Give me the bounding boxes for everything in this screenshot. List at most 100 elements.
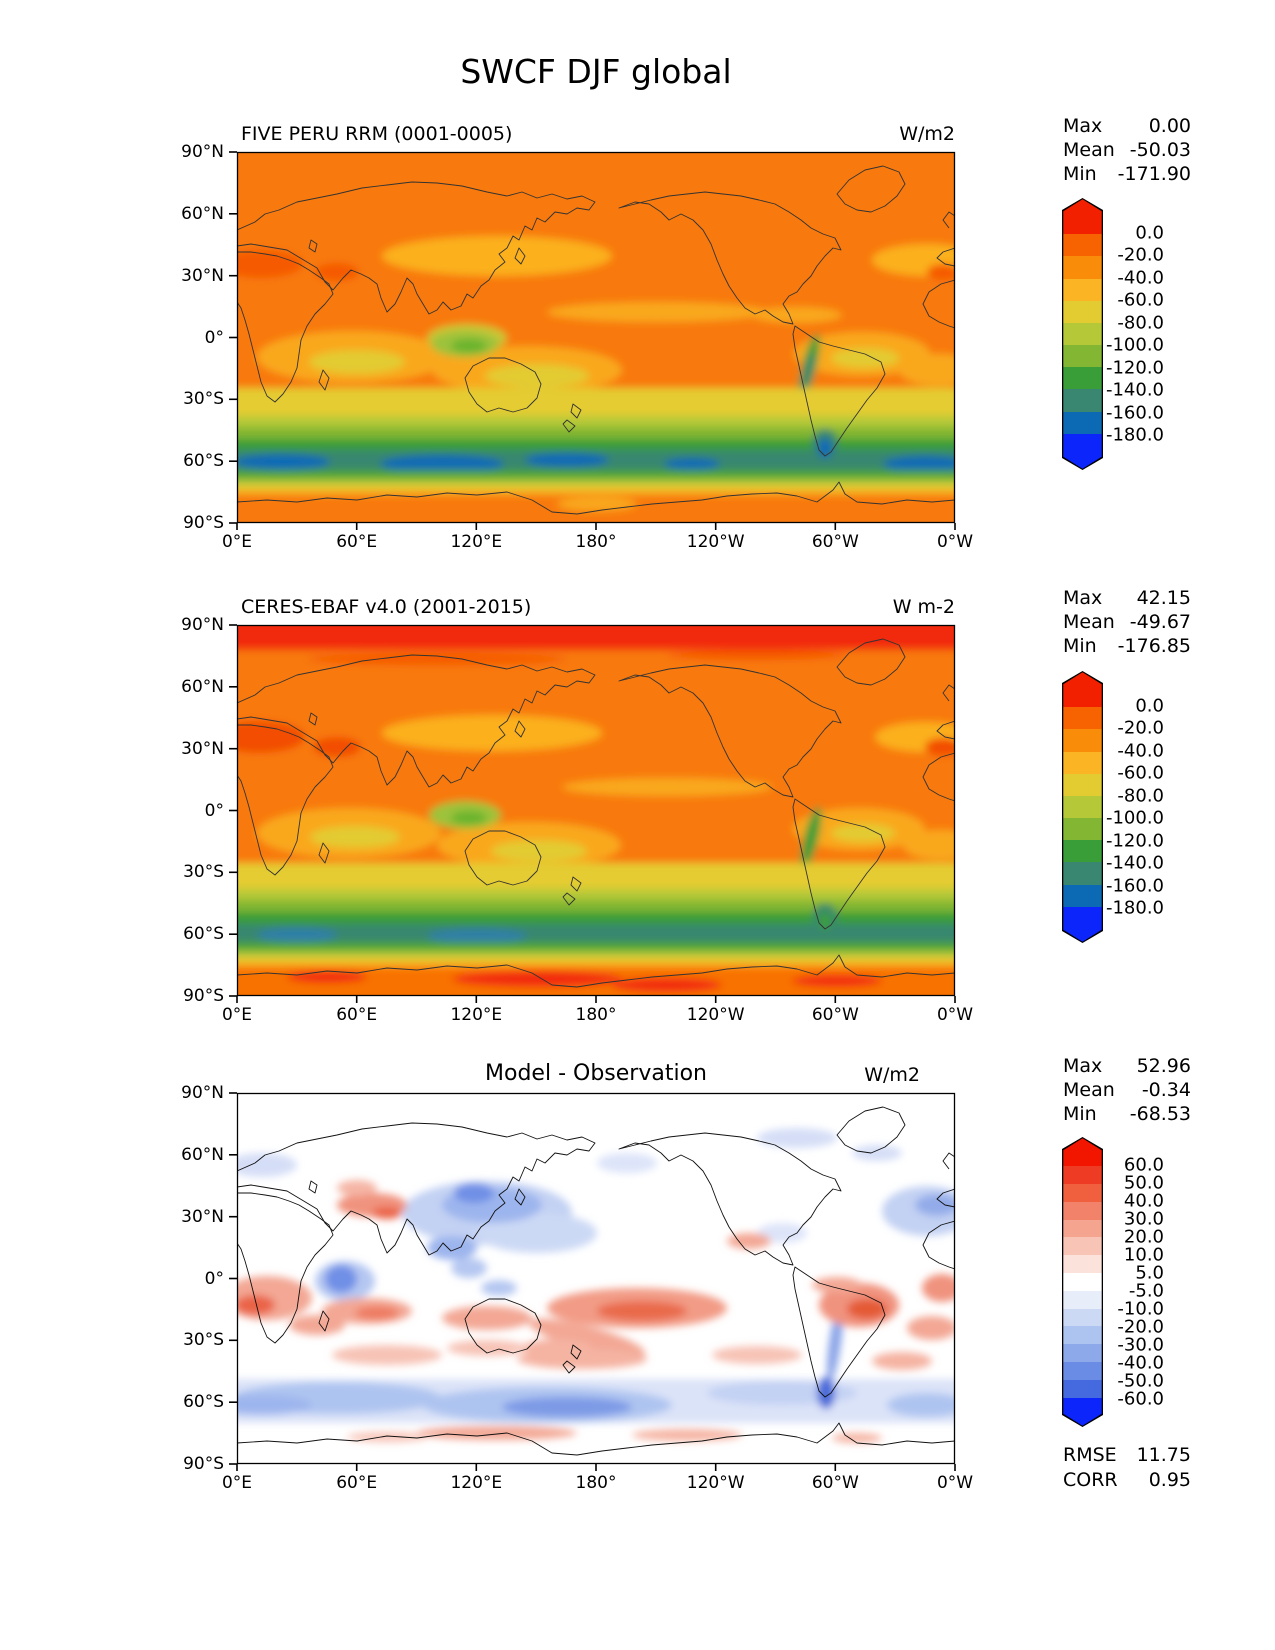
- colorbar-tick-label: -20.0: [1117, 1316, 1164, 1338]
- lat-tick-label: 90°N: [181, 1083, 224, 1103]
- colorbar-tick-label: -40.0: [1117, 740, 1164, 762]
- colorbar-segment: [1063, 907, 1101, 942]
- stat-value: -50.03: [1129, 139, 1191, 161]
- lon-tick-label: 0°W: [936, 1473, 974, 1493]
- colorbar-model: [1062, 198, 1103, 470]
- colorbar-tick-label: 0.0: [1135, 695, 1164, 717]
- colorbar-segment: [1063, 1309, 1101, 1327]
- lat-tick-label: 0°: [204, 327, 224, 348]
- stat-value: -49.67: [1129, 611, 1191, 633]
- metrics-block: RMSE 11.75 CORR 0.95: [1063, 1443, 1191, 1493]
- stat-label: Max: [1063, 587, 1103, 609]
- stat-label: Mean: [1063, 1079, 1115, 1101]
- lon-tick-label: 60°E: [336, 532, 378, 552]
- colorbar-tick-label: -30.0: [1117, 1334, 1164, 1356]
- colorbar-segment: [1063, 323, 1101, 345]
- lat-tick-label: 60°N: [181, 203, 224, 224]
- stat-label: Min: [1063, 163, 1097, 185]
- colorbar-observation-labels: 0.0 -20.0 -40.0 -60.0 -80.0 -100.0 -120.0 -140.…: [1105, 696, 1164, 919]
- colorbar-tick-label: 0.0: [1135, 222, 1164, 244]
- colorbar-tick-label: -5.0: [1128, 1280, 1164, 1302]
- lat-tick-label: 60°N: [181, 1144, 224, 1165]
- stat-value: -176.85: [1117, 635, 1191, 657]
- map-model: [228, 151, 956, 531]
- x-axis-difference: 0°E 60°E 120°E 180° 120°W 60°W 0°W: [222, 1473, 973, 1493]
- panel-observation-units: W m-2: [892, 596, 955, 618]
- colorbar-tick-label: -80.0: [1117, 312, 1164, 334]
- stats-model: Max 0.00 Mean -50.03 Min -171.90: [1063, 114, 1191, 186]
- colorbar-segment: [1063, 1326, 1101, 1344]
- colorbar-segment: [1063, 1255, 1101, 1273]
- colorbar-segment: [1063, 885, 1101, 907]
- lat-tick-label: 30°N: [181, 1206, 224, 1227]
- lon-tick-label: 120°E: [450, 1005, 503, 1025]
- colorbar-segment: [1063, 234, 1101, 256]
- colorbar-segment: [1063, 367, 1101, 389]
- lat-tick-label: 90°N: [181, 142, 224, 162]
- colorbar-segment: [1063, 1362, 1101, 1380]
- lat-tick-label: 90°N: [181, 615, 224, 635]
- colorbar-segment: [1063, 796, 1101, 818]
- lat-tick-label: 60°S: [183, 1392, 224, 1413]
- figure-title: SWCF DJF global: [460, 52, 732, 91]
- panel-model: FIVE PERU RRM (0001-0005) W/m2: [181, 123, 973, 552]
- colorbar-segment: [1063, 199, 1101, 234]
- metric-label: RMSE: [1063, 1444, 1117, 1466]
- colorbar-segment: [1063, 1220, 1101, 1238]
- panel-observation-title: CERES-EBAF v4.0 (2001-2015): [241, 596, 532, 618]
- lon-tick-label: 0°E: [221, 532, 253, 552]
- panel-difference-units: W/m2: [864, 1064, 920, 1086]
- panel-difference-title: Model - Observation: [485, 1061, 707, 1086]
- lon-tick-label: 180°: [575, 1473, 617, 1493]
- colorbar-tick-label: -40.0: [1117, 267, 1164, 289]
- colorbar-segment: [1063, 389, 1101, 411]
- colorbar-tick-label: -80.0: [1117, 785, 1164, 807]
- lon-tick-label: 60°E: [336, 1473, 378, 1493]
- x-axis-observation: 0°E 60°E 120°E 180° 120°W 60°W 0°W: [222, 1005, 973, 1025]
- stat-value: 0.00: [1148, 115, 1191, 137]
- lon-tick-label: 120°W: [686, 1473, 745, 1493]
- lat-tick-label: 90°S: [183, 986, 224, 1006]
- colorbar-tick-label: -160.0: [1105, 875, 1164, 897]
- lon-tick-label: 180°: [575, 532, 617, 552]
- stat-label: Mean: [1063, 139, 1115, 161]
- colorbar-segment: [1063, 1138, 1101, 1166]
- colorbar-tick-label: 20.0: [1123, 1226, 1164, 1248]
- lon-tick-label: 60°E: [336, 1005, 378, 1025]
- colorbar-tick-label: -120.0: [1105, 830, 1164, 852]
- colorbar-tick-label: -20.0: [1117, 717, 1164, 739]
- lat-tick-label: 60°N: [181, 676, 224, 697]
- colorbar-model-labels: 0.0 -20.0 -40.0 -60.0 -80.0 -100.0 -120.0 -140.…: [1105, 223, 1164, 446]
- lat-tick-label: 30°N: [181, 265, 224, 286]
- colorbar-segment: [1063, 1398, 1101, 1426]
- colorbar-tick-label: -180.0: [1105, 424, 1164, 446]
- colorbar-segment: [1063, 256, 1101, 278]
- lat-tick-label: 90°S: [183, 1454, 224, 1474]
- colorbar-segment: [1063, 301, 1101, 323]
- colorbar-segment: [1063, 1237, 1101, 1255]
- stat-label: Mean: [1063, 611, 1115, 633]
- colorbar-segment: [1063, 1273, 1101, 1291]
- stat-value: 42.15: [1136, 587, 1191, 609]
- lon-tick-label: 120°W: [686, 532, 745, 552]
- colorbar-tick-label: 30.0: [1123, 1208, 1164, 1230]
- colorbar-segment: [1063, 840, 1101, 862]
- colorbar-segment: [1063, 707, 1101, 729]
- colorbar-segment: [1063, 1380, 1101, 1398]
- colorbar-segment: [1063, 818, 1101, 840]
- lon-tick-label: 0°W: [936, 1005, 974, 1025]
- stat-value: -0.34: [1141, 1079, 1191, 1101]
- lon-tick-label: 120°E: [450, 532, 503, 552]
- lat-tick-label: 90°S: [183, 513, 224, 533]
- colorbar-segment: [1063, 1291, 1101, 1309]
- metric-label: CORR: [1063, 1469, 1118, 1491]
- colorbar-tick-label: -100.0: [1105, 807, 1164, 829]
- panel-difference: Model - Observation W/m2: [181, 1061, 973, 1493]
- lat-tick-label: 30°S: [183, 389, 224, 410]
- colorbar-segment: [1063, 729, 1101, 751]
- colorbar-difference: [1062, 1137, 1103, 1427]
- stats-difference: Max 52.96 Mean -0.34 Min -68.53: [1063, 1054, 1191, 1126]
- colorbar-tick-label: -100.0: [1105, 334, 1164, 356]
- metric-value: 0.95: [1148, 1469, 1191, 1491]
- stats-observation: Max 42.15 Mean -49.67 Min -176.85: [1063, 586, 1191, 658]
